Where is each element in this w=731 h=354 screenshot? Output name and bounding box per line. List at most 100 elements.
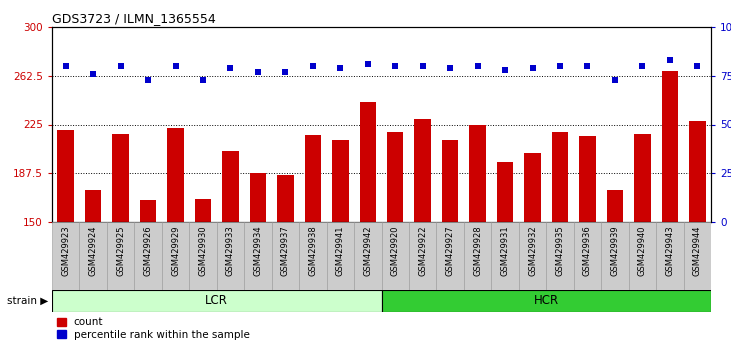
Point xyxy=(279,69,291,75)
Bar xyxy=(414,119,431,222)
Bar xyxy=(634,133,651,222)
FancyBboxPatch shape xyxy=(409,222,436,290)
FancyBboxPatch shape xyxy=(327,222,354,290)
Text: GSM429930: GSM429930 xyxy=(199,225,208,276)
Bar xyxy=(194,199,211,222)
Bar xyxy=(552,132,568,222)
Bar xyxy=(167,129,183,222)
Bar xyxy=(332,140,349,222)
Text: GSM429935: GSM429935 xyxy=(556,225,564,276)
Bar xyxy=(524,153,541,222)
Text: GSM429939: GSM429939 xyxy=(610,225,619,276)
Text: GSM429932: GSM429932 xyxy=(528,225,537,276)
Text: GSM429927: GSM429927 xyxy=(446,225,455,276)
FancyBboxPatch shape xyxy=(601,222,629,290)
Bar xyxy=(607,189,623,222)
Legend: count, percentile rank within the sample: count, percentile rank within the sample xyxy=(57,317,250,340)
Text: GSM429943: GSM429943 xyxy=(665,225,674,276)
Point xyxy=(115,63,126,69)
FancyBboxPatch shape xyxy=(299,222,327,290)
Text: GSM429931: GSM429931 xyxy=(501,225,510,276)
Text: GSM429942: GSM429942 xyxy=(363,225,372,276)
Point xyxy=(499,67,511,73)
Bar xyxy=(305,135,321,222)
FancyBboxPatch shape xyxy=(546,222,574,290)
Text: GSM429938: GSM429938 xyxy=(308,225,317,276)
FancyBboxPatch shape xyxy=(162,222,189,290)
Text: GSM429941: GSM429941 xyxy=(336,225,345,276)
Point xyxy=(390,63,401,69)
FancyBboxPatch shape xyxy=(491,222,519,290)
Bar xyxy=(140,200,156,222)
Text: GSM429925: GSM429925 xyxy=(116,225,125,276)
Text: GSM429933: GSM429933 xyxy=(226,225,235,276)
Bar xyxy=(579,136,596,222)
Point xyxy=(307,63,319,69)
Point xyxy=(224,65,236,71)
Bar xyxy=(85,189,102,222)
Bar xyxy=(497,162,513,222)
FancyBboxPatch shape xyxy=(244,222,272,290)
Text: GSM429924: GSM429924 xyxy=(88,225,98,276)
FancyBboxPatch shape xyxy=(656,222,683,290)
FancyBboxPatch shape xyxy=(217,222,244,290)
Point xyxy=(197,77,209,82)
Point xyxy=(252,69,264,75)
Point xyxy=(444,65,456,71)
Point xyxy=(664,57,675,63)
FancyBboxPatch shape xyxy=(436,222,464,290)
FancyBboxPatch shape xyxy=(52,290,382,312)
FancyBboxPatch shape xyxy=(80,222,107,290)
Text: strain ▶: strain ▶ xyxy=(7,296,48,306)
Point xyxy=(143,77,154,82)
Text: LCR: LCR xyxy=(205,295,228,308)
Text: GSM429928: GSM429928 xyxy=(473,225,482,276)
Point xyxy=(335,65,346,71)
FancyBboxPatch shape xyxy=(519,222,546,290)
Point xyxy=(582,63,594,69)
Text: GSM429922: GSM429922 xyxy=(418,225,427,276)
Point xyxy=(554,63,566,69)
Point xyxy=(526,65,538,71)
FancyBboxPatch shape xyxy=(683,222,711,290)
Text: GDS3723 / ILMN_1365554: GDS3723 / ILMN_1365554 xyxy=(52,12,216,25)
Point xyxy=(170,63,181,69)
FancyBboxPatch shape xyxy=(135,222,162,290)
Text: GSM429923: GSM429923 xyxy=(61,225,70,276)
FancyBboxPatch shape xyxy=(107,222,135,290)
Point xyxy=(609,77,621,82)
FancyBboxPatch shape xyxy=(52,222,80,290)
Bar xyxy=(277,175,294,222)
Point xyxy=(362,61,374,67)
Point xyxy=(60,63,72,69)
Bar xyxy=(222,150,239,222)
FancyBboxPatch shape xyxy=(464,222,491,290)
Text: GSM429937: GSM429937 xyxy=(281,225,290,276)
Point xyxy=(637,63,648,69)
Text: GSM429944: GSM429944 xyxy=(693,225,702,276)
Bar xyxy=(689,121,705,222)
FancyBboxPatch shape xyxy=(382,290,711,312)
FancyBboxPatch shape xyxy=(629,222,656,290)
Text: GSM429926: GSM429926 xyxy=(143,225,153,276)
FancyBboxPatch shape xyxy=(272,222,299,290)
Point xyxy=(471,63,483,69)
Bar xyxy=(113,133,129,222)
Text: GSM429934: GSM429934 xyxy=(254,225,262,276)
Bar xyxy=(662,71,678,222)
Point xyxy=(417,63,428,69)
Bar xyxy=(469,125,486,222)
Text: HCR: HCR xyxy=(534,295,558,308)
Text: GSM429936: GSM429936 xyxy=(583,225,592,276)
Bar xyxy=(387,132,404,222)
Point xyxy=(692,63,703,69)
Bar xyxy=(250,173,266,222)
Text: GSM429929: GSM429929 xyxy=(171,225,180,276)
FancyBboxPatch shape xyxy=(354,222,382,290)
FancyBboxPatch shape xyxy=(189,222,217,290)
Bar xyxy=(360,102,376,222)
Point xyxy=(87,71,99,76)
Bar xyxy=(442,140,458,222)
Text: GSM429940: GSM429940 xyxy=(638,225,647,276)
Text: GSM429920: GSM429920 xyxy=(391,225,400,276)
